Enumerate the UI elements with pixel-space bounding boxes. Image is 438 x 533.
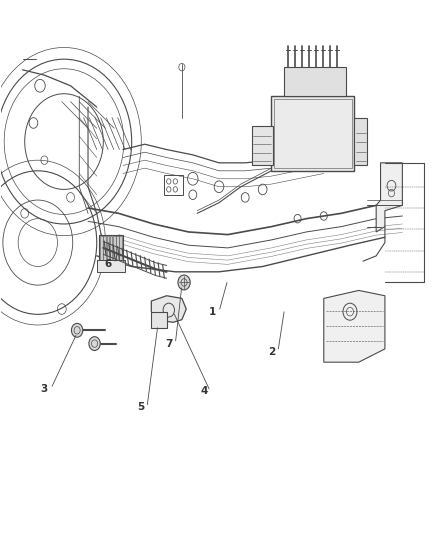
Bar (106, 236, 109, 260)
Bar (116, 236, 119, 260)
Text: 6: 6 (104, 259, 111, 269)
Text: 5: 5 (137, 402, 144, 413)
Bar (120, 236, 122, 260)
Bar (272, 96, 354, 171)
Polygon shape (151, 312, 166, 328)
Bar (110, 236, 113, 260)
Circle shape (71, 324, 83, 337)
Circle shape (89, 337, 100, 351)
Polygon shape (151, 296, 186, 322)
Bar (113, 236, 116, 260)
Bar (252, 126, 273, 165)
Bar (103, 236, 106, 260)
Text: 3: 3 (41, 384, 48, 394)
Polygon shape (324, 290, 385, 362)
Text: 7: 7 (165, 338, 173, 349)
Bar (99, 235, 123, 261)
Text: 2: 2 (268, 346, 275, 357)
Text: 4: 4 (200, 386, 208, 397)
Bar (100, 236, 103, 260)
Circle shape (178, 275, 190, 290)
Bar (164, 174, 183, 195)
Bar (285, 67, 346, 96)
Polygon shape (376, 163, 403, 232)
Bar (274, 99, 352, 168)
Bar (97, 260, 125, 272)
Text: 1: 1 (209, 306, 216, 317)
Bar (354, 118, 367, 165)
